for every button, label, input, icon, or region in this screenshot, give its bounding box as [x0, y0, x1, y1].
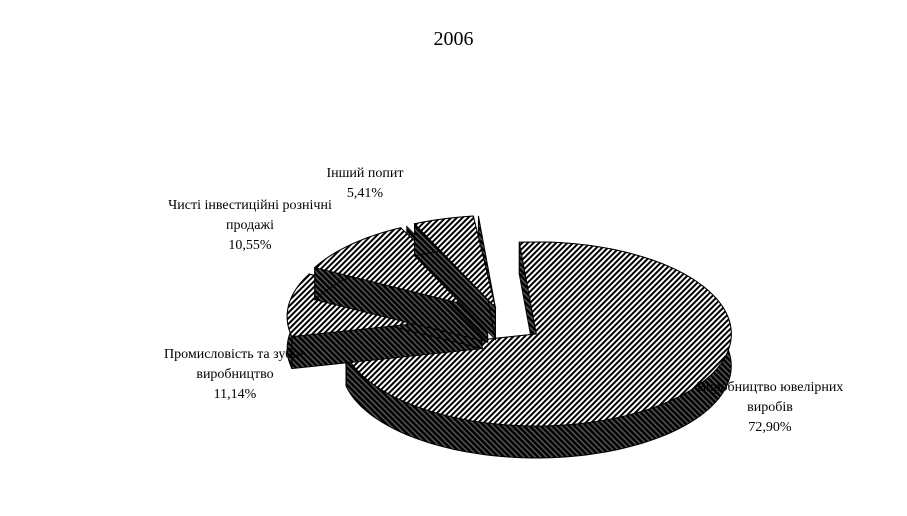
slice-label-1: Промисловість та зубне виробництво 11,14%	[164, 347, 306, 402]
slice-2	[313, 227, 490, 312]
slice-3	[413, 215, 497, 310]
slice-label-2: Чисті інвестиційні рознічні продажі 10,55…	[168, 198, 332, 253]
slice-label-0: Виробництво ювелірних виробів 72,90%	[696, 380, 844, 435]
slice-label-3: Інший попит 5,41%	[326, 166, 404, 201]
chart-title: 2006	[433, 28, 474, 50]
slice-0	[345, 241, 732, 427]
